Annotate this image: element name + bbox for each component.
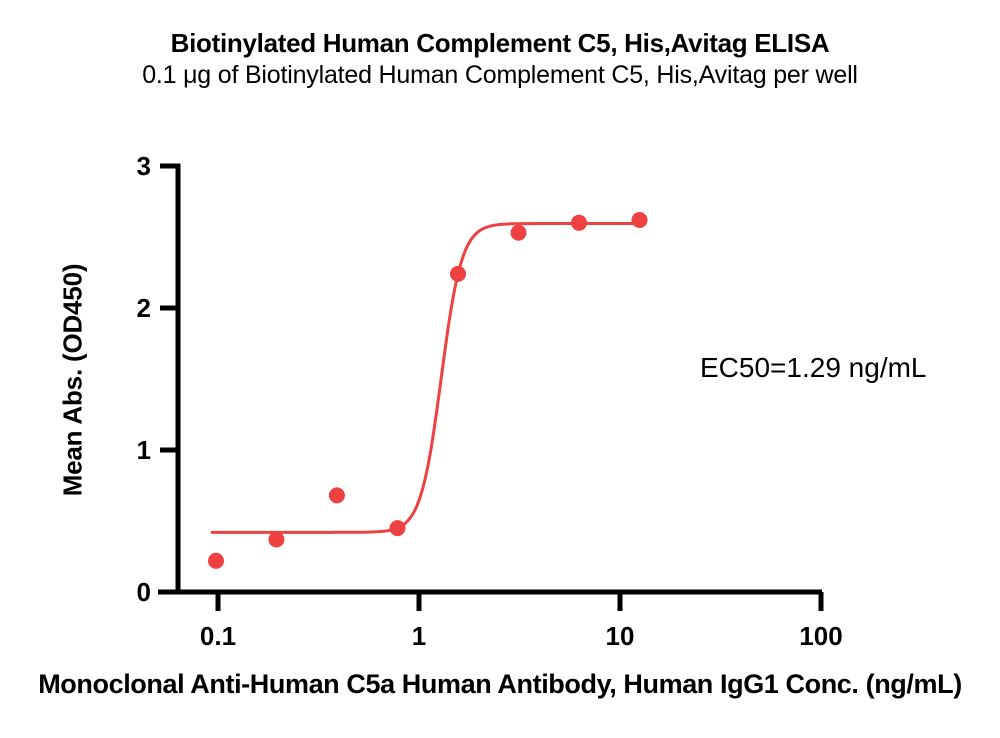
x-tick-label: 10 <box>606 621 635 651</box>
data-point <box>268 531 285 548</box>
y-tick-label: 1 <box>137 435 151 465</box>
x-tick-label: 100 <box>799 621 842 651</box>
x-tick-label: 1 <box>412 621 426 651</box>
data-point <box>571 214 587 231</box>
data-point <box>389 520 406 537</box>
data-point <box>328 487 345 504</box>
data-point <box>450 265 466 282</box>
y-tick-label: 2 <box>137 293 151 323</box>
y-tick-label: 0 <box>137 577 151 607</box>
y-tick-label: 3 <box>137 151 151 181</box>
x-tick-label: 0.1 <box>200 621 236 651</box>
data-point <box>631 212 648 228</box>
chart-subtitle: 0.1 μg of Biotinylated Human Complement … <box>142 61 858 89</box>
data-point <box>208 552 224 569</box>
chart-title: Biotinylated Human Complement C5, His,Av… <box>170 28 830 58</box>
x-axis-label: Monoclonal Anti-Human C5a Human Antibody… <box>38 669 962 699</box>
fit-curve <box>210 222 646 534</box>
data-point <box>510 224 527 241</box>
ec50-annotation: EC50=1.29 ng/mL <box>700 352 927 383</box>
